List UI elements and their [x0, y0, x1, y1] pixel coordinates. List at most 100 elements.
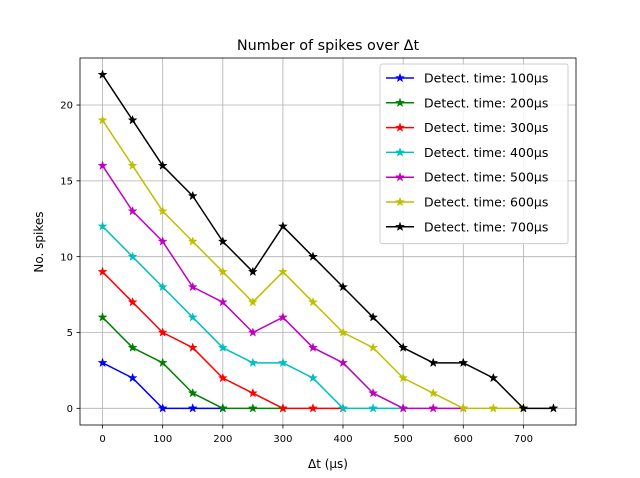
data-point [127, 251, 138, 261]
y-tick-label: 5 [67, 328, 73, 339]
data-point [187, 312, 198, 322]
legend-label: Detect. time: 300μs [424, 120, 548, 135]
data-point [428, 357, 439, 368]
data-point [277, 403, 288, 413]
data-point [368, 312, 379, 322]
data-point [187, 236, 198, 246]
data-point [247, 327, 258, 337]
data-point [368, 342, 379, 352]
data-point [187, 403, 198, 413]
legend: Detect. time: 100μs Detect. time: 200μs De… [379, 63, 569, 245]
data-point [157, 357, 168, 368]
data-point [428, 403, 439, 413]
data-point [97, 357, 108, 368]
data-point [307, 372, 318, 383]
plot-frame [79, 57, 577, 426]
data-point [157, 236, 168, 246]
data-point [217, 296, 228, 307]
data-point [398, 372, 409, 383]
data-point [277, 266, 288, 277]
x-tick-label: 100 [153, 434, 172, 445]
data-point [338, 357, 349, 368]
data-point [187, 281, 198, 292]
data-point [488, 403, 499, 413]
legend-item: Detect. time: 400μs [386, 145, 548, 160]
x-axis-ticks: 0 100 200 300 400 500 600 700 [99, 425, 533, 445]
data-point [247, 357, 258, 368]
data-point [127, 114, 138, 125]
data-point [458, 357, 469, 368]
legend-item: Detect. time: 700μs [386, 219, 548, 234]
x-tick-label: 600 [454, 434, 473, 445]
legend-label: Detect. time: 100μs [424, 71, 548, 86]
x-tick-label: 500 [394, 434, 413, 445]
data-point [187, 342, 198, 352]
data-point [368, 403, 379, 413]
legend-box [379, 63, 569, 245]
chart-title: Number of spikes over Δt [237, 38, 420, 54]
legend-item: Detect. time: 300μs [386, 120, 548, 135]
y-tick-label: 10 [60, 252, 73, 263]
data-point [338, 327, 349, 337]
legend-label: Detect. time: 400μs [424, 145, 548, 160]
data-point [398, 342, 409, 352]
legend-label: Detect. time: 700μs [424, 219, 548, 234]
legend-item: Detect. time: 100μs [386, 71, 548, 86]
legend-marker [394, 97, 406, 108]
data-point [97, 266, 108, 277]
data-point [157, 160, 168, 170]
x-tick-label: 400 [333, 434, 352, 445]
data-point [488, 372, 499, 383]
data-point [97, 114, 108, 125]
series-line [101, 74, 554, 410]
data-point [307, 403, 318, 413]
series-4 [97, 221, 409, 413]
legend-label: Detect. time: 200μs [424, 95, 548, 110]
data-point [157, 205, 168, 216]
data-point [187, 190, 198, 201]
data-point [97, 160, 108, 170]
data-point [247, 387, 258, 398]
series-3 [97, 266, 349, 413]
data-point [217, 403, 228, 413]
data-point [518, 403, 529, 413]
data-point [217, 372, 228, 383]
data-point [187, 387, 198, 398]
data-point [97, 69, 108, 79]
data-point [247, 296, 258, 307]
data-point [428, 387, 439, 398]
data-point [338, 281, 349, 292]
data-point [157, 327, 168, 337]
data-point [247, 403, 258, 413]
data-point [217, 266, 228, 277]
data-point [157, 403, 168, 413]
legend-label: Detect. time: 500μs [424, 170, 548, 185]
legend-label: Detect. time: 600μs [424, 195, 548, 210]
data-point [548, 403, 559, 413]
data-point [277, 221, 288, 231]
legend-marker [394, 122, 406, 132]
data-point [127, 205, 138, 216]
data-point [127, 296, 138, 307]
data-point [157, 281, 168, 292]
x-tick-label: 200 [213, 434, 232, 445]
data-point [217, 342, 228, 352]
data-point [97, 312, 108, 322]
series-7 [97, 69, 559, 413]
data-point [277, 357, 288, 368]
legend-item: Detect. time: 500μs [386, 170, 548, 185]
legend-marker [394, 196, 406, 207]
legend-marker [394, 171, 406, 182]
data-point [97, 221, 108, 231]
data-point [368, 387, 379, 398]
data-point [127, 342, 138, 352]
data-point [398, 403, 409, 413]
data-point [247, 266, 258, 277]
legend-item: Detect. time: 600μs [386, 195, 548, 210]
legend-item: Detect. time: 200μs [386, 95, 548, 110]
legend-marker [394, 221, 406, 232]
data-point [277, 312, 288, 322]
y-axis-ticks: 0 5 10 15 20 [60, 101, 80, 415]
y-axis-label: No. spikes [32, 211, 46, 272]
